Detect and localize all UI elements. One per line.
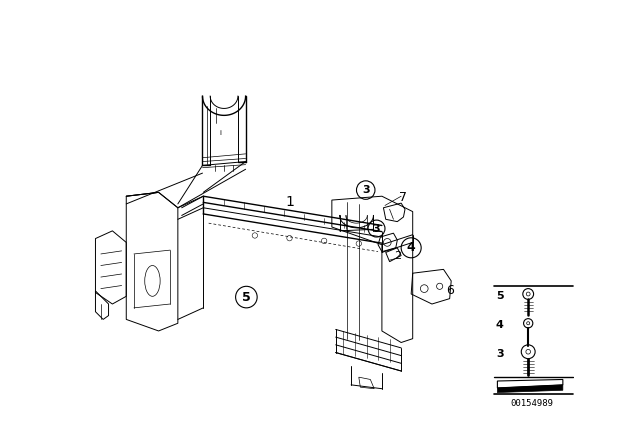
Text: 5: 5: [496, 291, 504, 301]
Text: 3: 3: [372, 224, 380, 233]
Text: 1: 1: [285, 195, 294, 209]
Text: i: i: [219, 129, 221, 136]
Text: 2: 2: [394, 251, 401, 261]
Text: 3: 3: [496, 349, 504, 359]
Text: 6: 6: [445, 284, 454, 297]
Text: 4: 4: [407, 241, 415, 254]
Text: 3: 3: [362, 185, 369, 195]
Text: 4: 4: [496, 320, 504, 330]
Text: 7: 7: [399, 191, 408, 204]
Polygon shape: [497, 385, 563, 392]
Text: 5: 5: [242, 291, 251, 304]
Text: 00154989: 00154989: [511, 399, 554, 408]
